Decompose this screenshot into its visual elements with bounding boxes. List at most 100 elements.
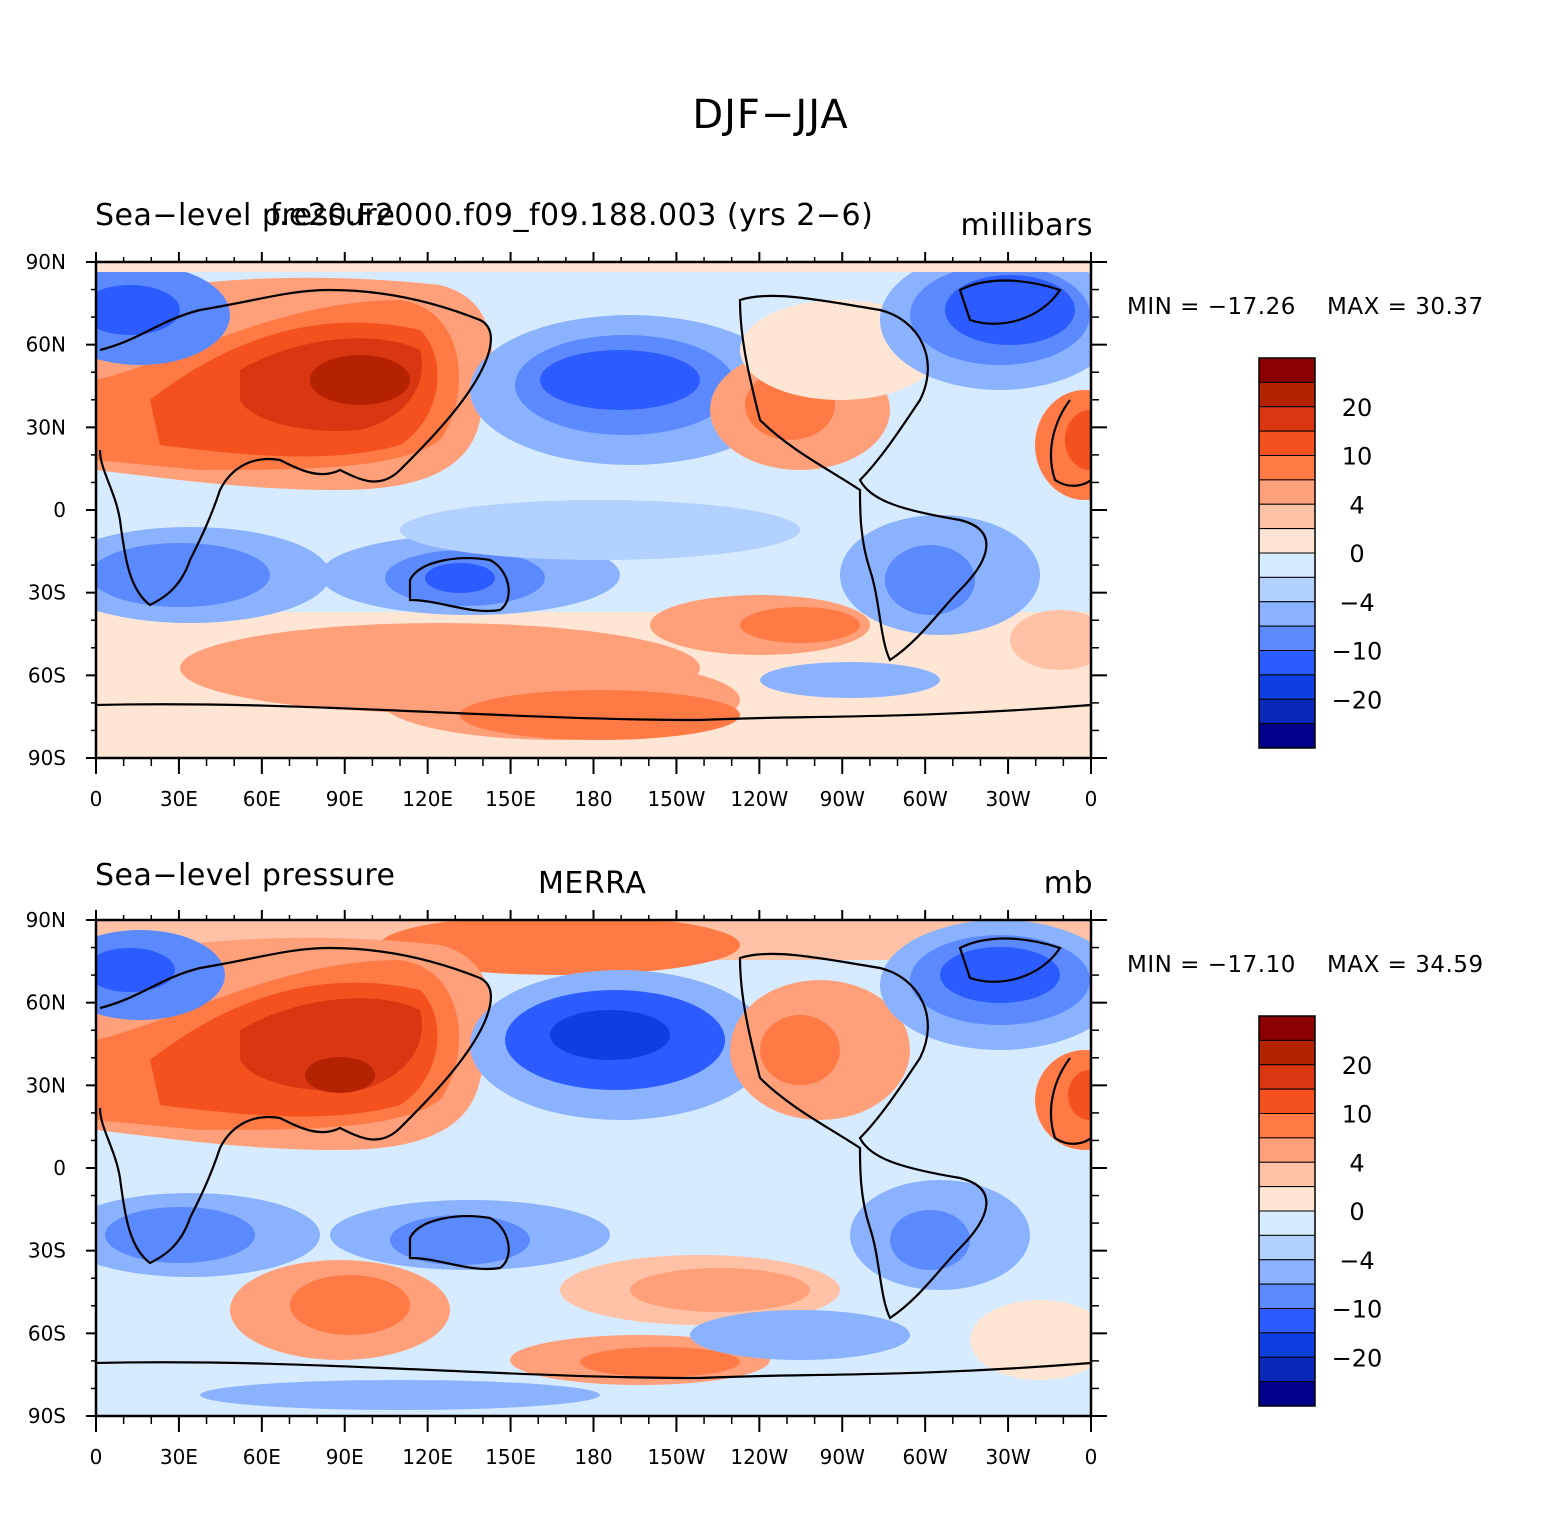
lon-tick-label: 60E bbox=[243, 787, 281, 811]
lat-tick-label: 60S bbox=[28, 663, 66, 687]
panel1-center-string: f.e20.F2000.f09_f09.188.003 (yrs 2−6) bbox=[270, 198, 874, 233]
lon-tick-label: 60W bbox=[903, 1445, 948, 1469]
panel1-left-string: Sea−level pressure bbox=[95, 198, 396, 233]
coastlines bbox=[96, 279, 1091, 722]
lon-tick-label: 60W bbox=[903, 787, 948, 811]
lon-tick-label: 120W bbox=[730, 787, 788, 811]
colorbar-swatch bbox=[1258, 1088, 1316, 1114]
colorbar-swatch bbox=[1258, 674, 1316, 700]
lon-tick-label: 30E bbox=[160, 787, 198, 811]
map-panel-1 bbox=[94, 260, 1093, 760]
colorbar-swatch bbox=[1258, 625, 1316, 651]
lon-tick-label: 30W bbox=[985, 1445, 1030, 1469]
colorbar-swatch bbox=[1258, 430, 1316, 456]
colorbar-label: 20 bbox=[1342, 1052, 1373, 1080]
colorbar-swatch bbox=[1258, 357, 1316, 383]
colorbar-swatch bbox=[1258, 406, 1316, 432]
coastlines bbox=[96, 937, 1091, 1380]
colorbar-swatch bbox=[1258, 1186, 1316, 1212]
lon-tick-label: 150E bbox=[485, 787, 536, 811]
lat-tick-label: 90S bbox=[28, 746, 66, 770]
panel1-axes: 90N 60N 30N 0 30S 60S 90S 0 30E 60E 90E 120E 150E 180… bbox=[26, 250, 1107, 811]
lat-tick-label: 60N bbox=[26, 991, 66, 1015]
colorbar-label: −4 bbox=[1339, 589, 1374, 617]
panel2-max-label: MAX = 34.59 bbox=[1327, 952, 1484, 978]
colorbar-swatch bbox=[1258, 1210, 1316, 1236]
colorbar-swatch bbox=[1258, 455, 1316, 481]
colorbar-label: 4 bbox=[1349, 1149, 1364, 1177]
colorbar-swatch bbox=[1258, 1015, 1316, 1041]
lon-tick-label: 0 bbox=[90, 787, 103, 811]
colorbar-swatch bbox=[1258, 1161, 1316, 1188]
colorbar-label: 0 bbox=[1349, 540, 1364, 568]
axes-layer: 90N 60N 30N 0 30S 60S 90S 0 30E 60E 90E 120E 150E 180… bbox=[26, 250, 1107, 1469]
colorbar-swatch bbox=[1258, 381, 1316, 408]
colorbar-label: 10 bbox=[1342, 443, 1373, 471]
lat-tick-label: 30N bbox=[26, 1073, 66, 1097]
figure-title: DJF−JJA bbox=[692, 92, 849, 138]
colorbar-swatch bbox=[1258, 723, 1316, 749]
colorbar-swatch bbox=[1258, 1283, 1316, 1309]
lat-tick-label: 60S bbox=[28, 1321, 66, 1345]
lon-tick-label: 0 bbox=[1085, 787, 1098, 811]
lon-tick-label: 150W bbox=[647, 1445, 705, 1469]
colorbar-swatch bbox=[1258, 1356, 1316, 1383]
colorbar-label: −20 bbox=[1332, 1344, 1383, 1372]
panel2-left-string: Sea−level pressure bbox=[95, 858, 396, 893]
colorbar-label: 10 bbox=[1342, 1101, 1373, 1129]
colorbar-swatch bbox=[1258, 1137, 1316, 1163]
lon-tick-label: 180 bbox=[574, 1445, 612, 1469]
colorbar-swatch bbox=[1258, 1381, 1316, 1407]
lon-tick-label: 150W bbox=[647, 787, 705, 811]
lon-tick-label: 90E bbox=[326, 787, 364, 811]
colorbar-swatch bbox=[1258, 1064, 1316, 1090]
panel1-min-label: MIN = −17.26 bbox=[1127, 294, 1296, 320]
panel2-min-label: MIN = −17.10 bbox=[1127, 952, 1296, 978]
lon-tick-label: 120W bbox=[730, 1445, 788, 1469]
colorbar-swatch bbox=[1258, 698, 1316, 725]
colorbar-label: −20 bbox=[1332, 686, 1383, 714]
colorbar-swatch bbox=[1258, 1332, 1316, 1358]
lon-tick-label: 30W bbox=[985, 787, 1030, 811]
colorbar-swatch bbox=[1258, 552, 1316, 578]
colorbar-swatch bbox=[1258, 503, 1316, 530]
lat-tick-label: 0 bbox=[53, 498, 66, 522]
colorbar-swatch bbox=[1258, 528, 1316, 554]
colorbar-swatch bbox=[1258, 1259, 1316, 1285]
lat-tick-label: 90N bbox=[26, 250, 66, 274]
lon-tick-label: 120E bbox=[402, 1445, 453, 1469]
colorbar-label: −4 bbox=[1339, 1247, 1374, 1275]
colorbar-1: 20 10 4 0 −4 −10 −20 bbox=[1258, 357, 1383, 749]
colorbar-layer: 20 10 4 0 −4 −10 −20 20 10 4 0 −4 −10 −20 bbox=[1258, 357, 1383, 1407]
lat-tick-label: 90N bbox=[26, 908, 66, 932]
panel1-max-label: MAX = 30.37 bbox=[1327, 294, 1484, 320]
colorbar-swatch bbox=[1258, 1308, 1316, 1334]
colorbar-label: −10 bbox=[1332, 1296, 1383, 1324]
colorbar-swatch bbox=[1258, 576, 1316, 603]
panel1-right-string: millibars bbox=[960, 208, 1093, 243]
lon-tick-label: 90W bbox=[820, 1445, 865, 1469]
lon-tick-label: 120E bbox=[402, 787, 453, 811]
colorbar-label: 20 bbox=[1342, 394, 1373, 422]
colorbar-label: −10 bbox=[1332, 638, 1383, 666]
colorbar-swatch bbox=[1258, 479, 1316, 505]
lon-tick-label: 90W bbox=[820, 787, 865, 811]
colorbar-swatch bbox=[1258, 601, 1316, 627]
panel2-axes: 90N 60N 30N 0 30S 60S 90S 0 30E 60E 90E 120E 150E 180… bbox=[26, 908, 1107, 1469]
lon-tick-label: 0 bbox=[1085, 1445, 1098, 1469]
colorbar-label: 0 bbox=[1349, 1198, 1364, 1226]
lon-tick-label: 0 bbox=[90, 1445, 103, 1469]
colorbar-swatch bbox=[1258, 1113, 1316, 1139]
map-panel-2 bbox=[94, 918, 1093, 1418]
lon-tick-label: 60E bbox=[243, 1445, 281, 1469]
lon-tick-label: 90E bbox=[326, 1445, 364, 1469]
colorbar-swatch bbox=[1258, 1039, 1316, 1066]
colorbar-2: 20 10 4 0 −4 −10 −20 bbox=[1258, 1015, 1383, 1407]
lat-tick-label: 0 bbox=[53, 1156, 66, 1180]
lon-tick-label: 30E bbox=[160, 1445, 198, 1469]
lat-tick-label: 90S bbox=[28, 1404, 66, 1428]
lat-tick-label: 30N bbox=[26, 415, 66, 439]
lon-tick-label: 150E bbox=[485, 1445, 536, 1469]
panel2-center-string: MERRA bbox=[538, 866, 647, 901]
